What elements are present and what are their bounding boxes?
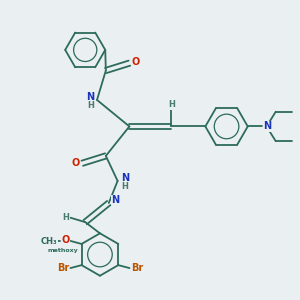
Text: CH₃: CH₃ [41, 237, 58, 246]
Text: N: N [111, 195, 119, 205]
Text: O: O [132, 57, 140, 67]
Text: H: H [122, 182, 128, 191]
Text: N: N [86, 92, 94, 102]
Text: O: O [61, 236, 70, 245]
Text: H: H [63, 213, 70, 222]
Text: N: N [121, 173, 129, 183]
Text: N: N [263, 122, 271, 131]
Text: Br: Br [57, 263, 69, 273]
Text: H: H [87, 101, 94, 110]
Text: O: O [72, 158, 80, 168]
Text: Br: Br [131, 263, 143, 273]
Text: methoxy: methoxy [48, 248, 78, 253]
Text: H: H [169, 100, 176, 109]
